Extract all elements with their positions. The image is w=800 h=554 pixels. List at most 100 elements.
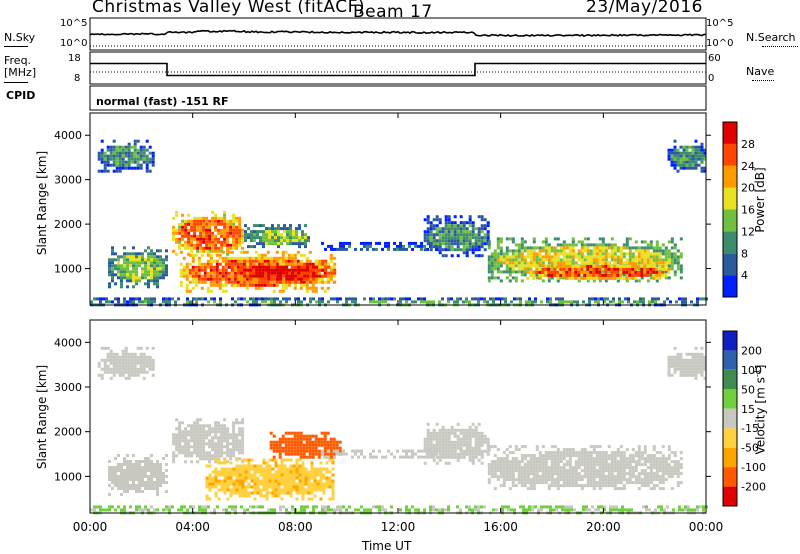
velocity-cell: [493, 460, 497, 464]
power-cell: [625, 273, 629, 277]
power-cell: [220, 234, 224, 238]
velocity-cell: [493, 445, 497, 449]
velocity-cell: [304, 473, 308, 477]
power-cell: [613, 264, 617, 268]
power-cell: [184, 234, 188, 238]
velocity-cell: [199, 445, 203, 449]
power-cell: [321, 297, 324, 301]
velocity-cell: [598, 481, 602, 485]
power-cell: [613, 255, 617, 259]
velocity-cell: [121, 349, 125, 353]
power-cell: [188, 262, 192, 266]
velocity-cell: [583, 451, 587, 455]
velocity-cell: [232, 482, 236, 486]
velocity-cell: [607, 457, 611, 461]
velocity-cell: [244, 494, 248, 498]
power-cell: [208, 219, 212, 223]
power-cell: [252, 274, 256, 278]
velocity-cell: [232, 485, 236, 489]
velocity-cell: [235, 445, 239, 449]
velocity-cell: [459, 452, 463, 456]
velocity-cell: [595, 457, 599, 461]
velocity-cell: [311, 452, 315, 456]
velocity-cell: [474, 434, 478, 438]
velocity-cell: [250, 473, 254, 477]
power-cell: [547, 258, 551, 262]
velocity-cell: [432, 455, 435, 459]
power-cell: [538, 246, 542, 250]
power-cell: [646, 273, 650, 277]
power-cell: [193, 228, 197, 232]
velocity-cell: [269, 440, 273, 444]
nsky-panel-frame: [89, 17, 707, 51]
velocity-cell: [211, 485, 215, 489]
power-cell: [652, 273, 656, 277]
velocity-cell: [511, 472, 515, 476]
power-cell: [287, 256, 291, 260]
velocity-cell: [423, 440, 427, 444]
velocity-cell: [459, 455, 463, 459]
velocity-cell: [115, 352, 119, 356]
power-cell: [681, 300, 684, 304]
power-cell: [642, 300, 645, 304]
power-cell: [254, 250, 258, 254]
power-cell: [480, 254, 484, 258]
power-cell: [490, 276, 494, 280]
velocity-cell: [193, 439, 197, 443]
power-cell: [523, 273, 527, 277]
power-cell: [639, 297, 642, 301]
power-cell: [308, 250, 312, 254]
power-cell: [281, 283, 285, 287]
velocity-cell: [529, 463, 533, 467]
power-cell: [136, 139, 140, 143]
power-cell: [667, 252, 671, 256]
power-cell: [301, 230, 304, 234]
power-cell: [339, 297, 342, 301]
velocity-cell: [604, 481, 608, 485]
velocity-cell: [135, 490, 138, 493]
power-cell: [159, 258, 162, 262]
power-cell: [610, 267, 614, 271]
velocity-cell: [613, 463, 617, 467]
power-cell: [541, 264, 545, 268]
velocity-cell: [144, 472, 147, 475]
velocity-cell: [235, 439, 239, 443]
velocity-cell: [535, 475, 539, 479]
velocity-cell: [328, 470, 332, 474]
power-cell: [474, 297, 477, 301]
velocity-cell: [178, 436, 182, 440]
velocity-cell: [217, 436, 221, 440]
power-cell: [523, 261, 527, 265]
power-cell: [465, 233, 469, 237]
power-cell: [580, 258, 584, 262]
velocity-cell: [232, 470, 236, 474]
power-cell: [283, 236, 286, 240]
velocity-cell: [223, 430, 227, 434]
power-cell: [199, 222, 203, 226]
velocity-cell: [124, 355, 128, 359]
velocity-cell: [320, 443, 324, 447]
power-cell: [138, 255, 141, 259]
velocity-cell: [571, 448, 575, 452]
power-cell: [209, 289, 213, 293]
velocity-cell: [223, 473, 227, 477]
power-cell: [135, 279, 138, 283]
power-region: [667, 139, 707, 173]
velocity-cell: [583, 475, 587, 479]
velocity-cell: [133, 370, 137, 374]
velocity-cell: [109, 349, 113, 353]
power-cell: [465, 242, 469, 246]
power-cell: [441, 248, 445, 252]
velocity-cell: [562, 484, 566, 488]
power-cell: [226, 237, 230, 241]
power-cell: [206, 271, 210, 275]
power-cell: [271, 230, 274, 234]
power-cell: [240, 271, 244, 275]
velocity-cell: [262, 482, 266, 486]
velocity-cell: [317, 449, 321, 453]
power-cell: [139, 151, 143, 155]
velocity-cell: [568, 454, 572, 458]
power-cell: [257, 262, 261, 266]
power-cell: [120, 282, 123, 286]
velocity-cell: [284, 431, 288, 435]
